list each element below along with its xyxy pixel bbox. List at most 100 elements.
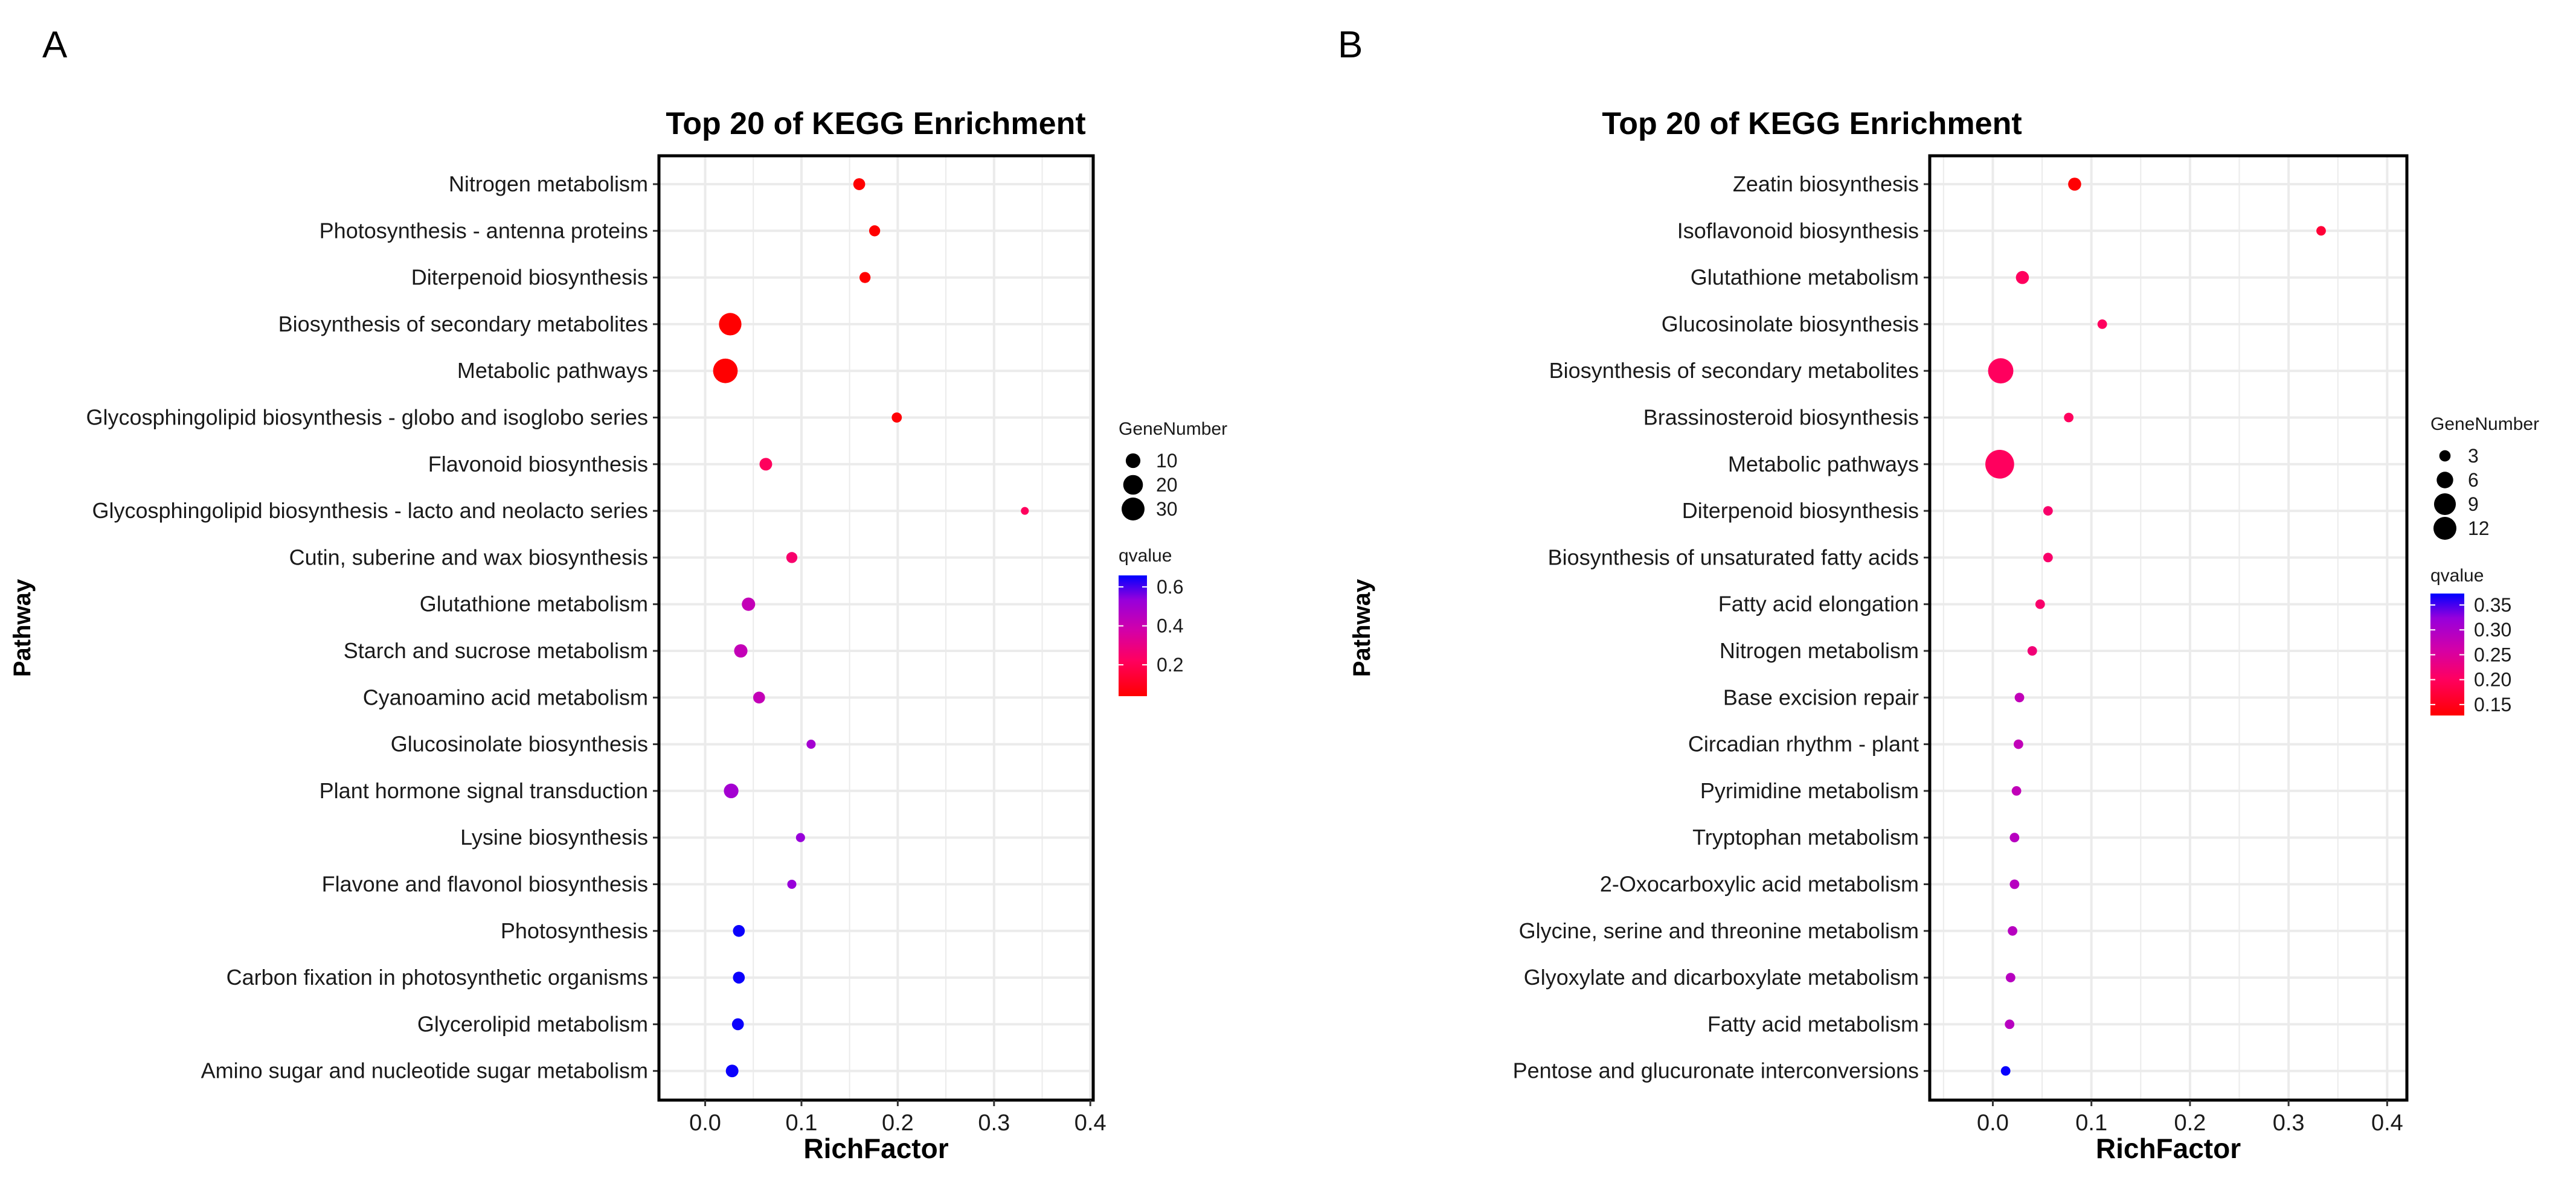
data-point	[759, 458, 772, 471]
data-point	[787, 879, 797, 889]
data-point	[795, 833, 805, 842]
plot-area	[1930, 156, 2407, 1100]
plot-border	[1928, 154, 2409, 1102]
x-tick-label: 0.4	[2371, 1110, 2403, 1136]
data-point	[733, 924, 745, 937]
x-tick-label: 0.3	[2273, 1110, 2305, 1136]
pathway-label: Diterpenoid biosynthesis	[411, 265, 648, 290]
pathway-label: Diterpenoid biosynthesis	[1682, 498, 1919, 523]
pathway-label: Metabolic pathways	[1728, 452, 1919, 476]
pathway-label: Glucosinolate biosynthesis	[391, 732, 648, 757]
size-legend-key	[1123, 475, 1143, 495]
pathway-label: Amino sugar and nucleotide sugar metabol…	[201, 1058, 648, 1083]
pathway-label: Glutathione metabolism	[420, 592, 648, 616]
pathway-label: Carbon fixation in photosynthetic organi…	[226, 965, 648, 990]
pathway-label: Starch and sucrose metabolism	[344, 638, 648, 663]
size-legend-label: 20	[1156, 474, 1178, 496]
pathway-label: Plant hormone signal transduction	[320, 778, 648, 803]
plot-area	[659, 156, 1093, 1100]
data-point	[2009, 833, 2020, 843]
data-point	[1988, 358, 2014, 384]
pathway-label: Photosynthesis - antenna proteins	[320, 218, 648, 243]
panel-b-chart: B Top 20 of KEGG Enrichment Zeatin biosynt…	[1338, 24, 2539, 1164]
pathway-label: Glyoxylate and dicarboxylate metabolism	[1524, 965, 1919, 990]
chart-title: Top 20 of KEGG Enrichment	[1602, 106, 2022, 141]
pathway-label: Base excision repair	[1723, 685, 1919, 709]
data-point	[734, 644, 748, 658]
plot-border	[657, 154, 1095, 1102]
data-point	[1985, 449, 2014, 479]
data-point	[869, 225, 881, 237]
data-point	[853, 178, 866, 190]
size-legend-key	[1122, 498, 1145, 520]
data-point	[2000, 1066, 2011, 1076]
size-legend-key	[1125, 453, 1141, 469]
size-legend-label: 3	[2468, 445, 2479, 467]
x-tick-label: 0.1	[786, 1110, 818, 1136]
pathway-label: Glycine, serine and threonine metabolism	[1519, 918, 1919, 943]
x-tick-label: 0.2	[2174, 1110, 2206, 1136]
size-legend-key	[2433, 493, 2456, 516]
data-point	[2027, 646, 2037, 656]
x-tick-label: 0.0	[1977, 1110, 2009, 1136]
x-tick-label: 0.3	[978, 1110, 1010, 1136]
y-axis-title: Pathway	[1349, 578, 1375, 677]
pathway-label: Circadian rhythm - plant	[1688, 732, 1919, 757]
pathway-label: Glycerolipid metabolism	[417, 1011, 648, 1036]
size-legend-label: 30	[1156, 498, 1178, 520]
x-tick-label: 0.1	[2075, 1110, 2107, 1136]
size-legend-label: 9	[2468, 493, 2479, 515]
data-point	[2097, 319, 2107, 329]
data-point	[891, 412, 902, 423]
size-legend-key	[2436, 472, 2453, 488]
pathway-label: Biosynthesis of unsaturated fatty acids	[1548, 545, 1919, 569]
pathway-label: Metabolic pathways	[457, 358, 648, 383]
pathway-label: Pentose and glucuronate interconversions	[1513, 1058, 1919, 1083]
pathway-label: Flavonoid biosynthesis	[428, 452, 648, 476]
data-point	[2068, 178, 2081, 191]
pathway-label: Cutin, suberine and wax biosynthesis	[289, 545, 648, 569]
color-legend-bar	[1119, 575, 1147, 696]
pathway-label: Fatty acid metabolism	[1707, 1011, 1919, 1036]
pathway-label: Tryptophan metabolism	[1692, 825, 1919, 850]
chart-title: Top 20 of KEGG Enrichment	[666, 106, 1085, 141]
pathway-label: Nitrogen metabolism	[1720, 638, 1919, 663]
pathway-label: Biosynthesis of secondary metabolites	[278, 312, 648, 336]
data-point	[753, 691, 765, 704]
pathway-label: Glycosphingolipid biosynthesis - lacto a…	[92, 498, 648, 523]
data-point	[2011, 786, 2022, 796]
pathway-label: Glycosphingolipid biosynthesis - globo a…	[86, 405, 648, 430]
data-point	[1021, 507, 1029, 515]
size-legend-title: GeneNumber	[2430, 414, 2539, 434]
size-legend-title: GeneNumber	[1119, 419, 1227, 439]
data-point	[2014, 693, 2025, 703]
data-point	[2005, 973, 2016, 982]
color-legend-label: 0.2	[1157, 654, 1183, 676]
data-point	[2035, 599, 2045, 609]
panel-label: A	[42, 24, 68, 66]
color-legend-label: 0.25	[2474, 644, 2511, 665]
data-point	[719, 313, 742, 336]
data-point	[806, 740, 816, 749]
data-point	[725, 1064, 739, 1078]
color-legend-label: 0.20	[2474, 669, 2511, 691]
data-point	[2064, 412, 2074, 423]
size-legend-key	[2433, 517, 2456, 540]
data-point	[2014, 739, 2023, 749]
y-axis-title: Pathway	[9, 578, 36, 677]
data-point	[742, 597, 756, 611]
size-legend-label: 12	[2468, 517, 2490, 539]
x-tick-label: 0.4	[1074, 1110, 1107, 1136]
data-point	[2008, 926, 2018, 936]
data-point	[786, 552, 798, 563]
pathway-label: Biosynthesis of secondary metabolites	[1549, 358, 1919, 383]
color-legend-title: qvalue	[2430, 566, 2484, 586]
data-point	[713, 358, 738, 383]
pathway-label: Photosynthesis	[501, 918, 648, 943]
pathway-label: Fatty acid elongation	[1718, 592, 1919, 616]
color-legend-label: 0.15	[2474, 694, 2511, 715]
color-legend-title: qvalue	[1119, 546, 1172, 566]
pathway-label: Zeatin biosynthesis	[1733, 171, 1919, 196]
data-point	[733, 972, 745, 984]
data-point	[2005, 1019, 2015, 1029]
